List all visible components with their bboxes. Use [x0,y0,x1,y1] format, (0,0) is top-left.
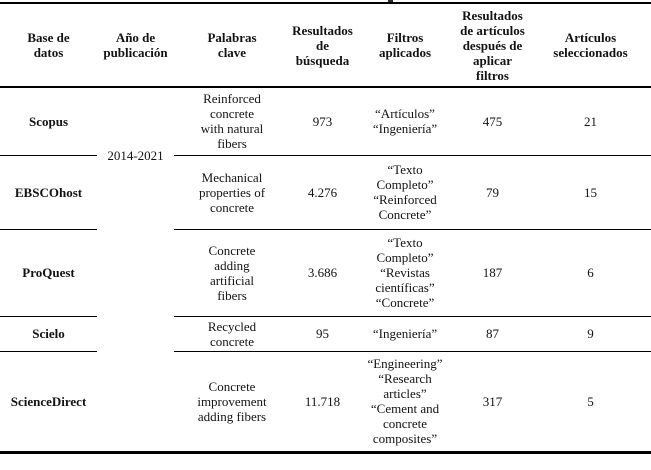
col-header-palabras-clave: Palabras clave [174,3,290,88]
cell-database-name: EBSCOhost [0,155,97,230]
cell-results-after-filters: 87 [455,316,530,352]
cell-database-name: Scielo [0,316,97,352]
cell-search-results: 11.718 [304,393,341,409]
cell-database-name: ScienceDirect [10,393,87,409]
cell-keywords: Reinforced concrete with natural fibers [174,87,290,156]
cell-selected-articles: 21 [530,87,651,156]
table-row-scopus: Scopus 2014-2021 Reinforced concrete wit… [0,87,651,163]
cell-applied-filters: “Texto Completo” “Reinforced Concrete” [355,155,455,230]
cell-keywords: Concrete adding artificial fibers [174,229,290,317]
cell-selected-articles: 15 [530,155,651,230]
cell-publication-year: 2014-2021 [107,148,164,163]
col-header-anio-publicacion: Año de publicación [97,3,174,88]
col-header-articulos-seleccionados: Artículos seleccionados [530,3,651,88]
table-row-scielo: Scielo Recycled concrete 95 “Ingeniería”… [0,316,651,352]
table-row-sciencedirect: ScienceDirect Concrete improvement addin… [0,351,651,452]
col-header-resultados-despues-filtros: Resultados de artículos después de aplic… [455,3,530,88]
cell-selected-articles: 6 [530,229,651,317]
cell-results-after-filters: 317 [482,393,503,409]
cell-selected-articles: 9 [530,316,651,352]
cell-search-results: 4.276 [290,155,355,230]
cell-keywords: Recycled concrete [174,316,290,352]
cell-applied-filters: “Engineering” “Research articles” “Cemen… [367,356,443,446]
cropped-caption-fragment [388,0,393,2]
col-header-filtros-aplicados: Filtros aplicados [355,3,455,88]
cell-results-after-filters: 475 [455,87,530,156]
col-header-base-de-datos: Base de datos [0,3,97,88]
cell-selected-articles: 5 [587,393,594,409]
cell-results-after-filters: 187 [455,229,530,317]
cell-applied-filters: “Ingeniería” [355,316,455,352]
cell-search-results: 973 [290,87,355,156]
cell-database-name: ProQuest [0,229,97,317]
cell-applied-filters: “Artículos” “Ingeniería” [355,87,455,156]
header-row: Base de datos Año de publicación Palabra… [0,3,651,88]
cell-results-after-filters: 79 [455,155,530,230]
cell-applied-filters: “Texto Completo” “Revistas científicas” … [355,229,455,317]
cell-search-results: 95 [290,316,355,352]
cell-keywords: Concrete improvement adding fibers [197,378,267,424]
col-header-resultados-busqueda: Resultados de búsqueda [290,3,355,88]
table-row-ebscohost: EBSCOhost Mechanical properties of concr… [0,155,651,230]
cell-keywords: Mechanical properties of concrete [174,155,290,230]
cell-search-results: 3.686 [290,229,355,317]
cell-database-name: Scopus [0,87,97,156]
literature-search-results-table: Base de datos Año de publicación Palabra… [0,2,651,454]
table-row-proquest: ProQuest Concrete adding artificial fibe… [0,229,651,317]
